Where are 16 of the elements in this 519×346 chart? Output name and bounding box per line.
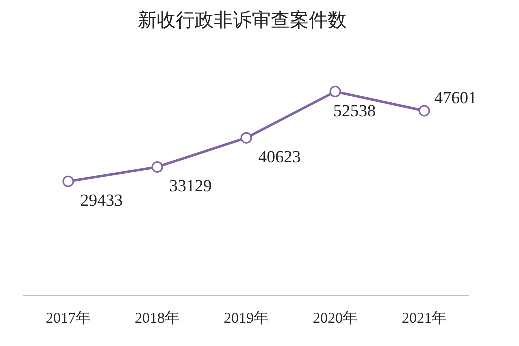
point (240, 132, 252, 144)
x-tick-label: 2019年 (224, 310, 269, 327)
data-label: 47601 (434, 88, 477, 108)
data-label: 33129 (170, 176, 212, 196)
x-tick-label: 2018年 (135, 310, 180, 327)
point (152, 161, 164, 173)
point (330, 86, 342, 98)
point (62, 176, 74, 188)
point (418, 105, 430, 117)
x-tick-label: 2017年 (46, 310, 91, 327)
x-tick-label: 2020年 (313, 310, 358, 327)
data-label: 52538 (334, 101, 376, 120)
data-label: 40623 (258, 148, 301, 167)
x-tick-label: 2021年 (402, 310, 447, 327)
chart-title: 新收行政非诉审查案件数 (138, 9, 347, 32)
data-label: 29433 (80, 191, 123, 210)
